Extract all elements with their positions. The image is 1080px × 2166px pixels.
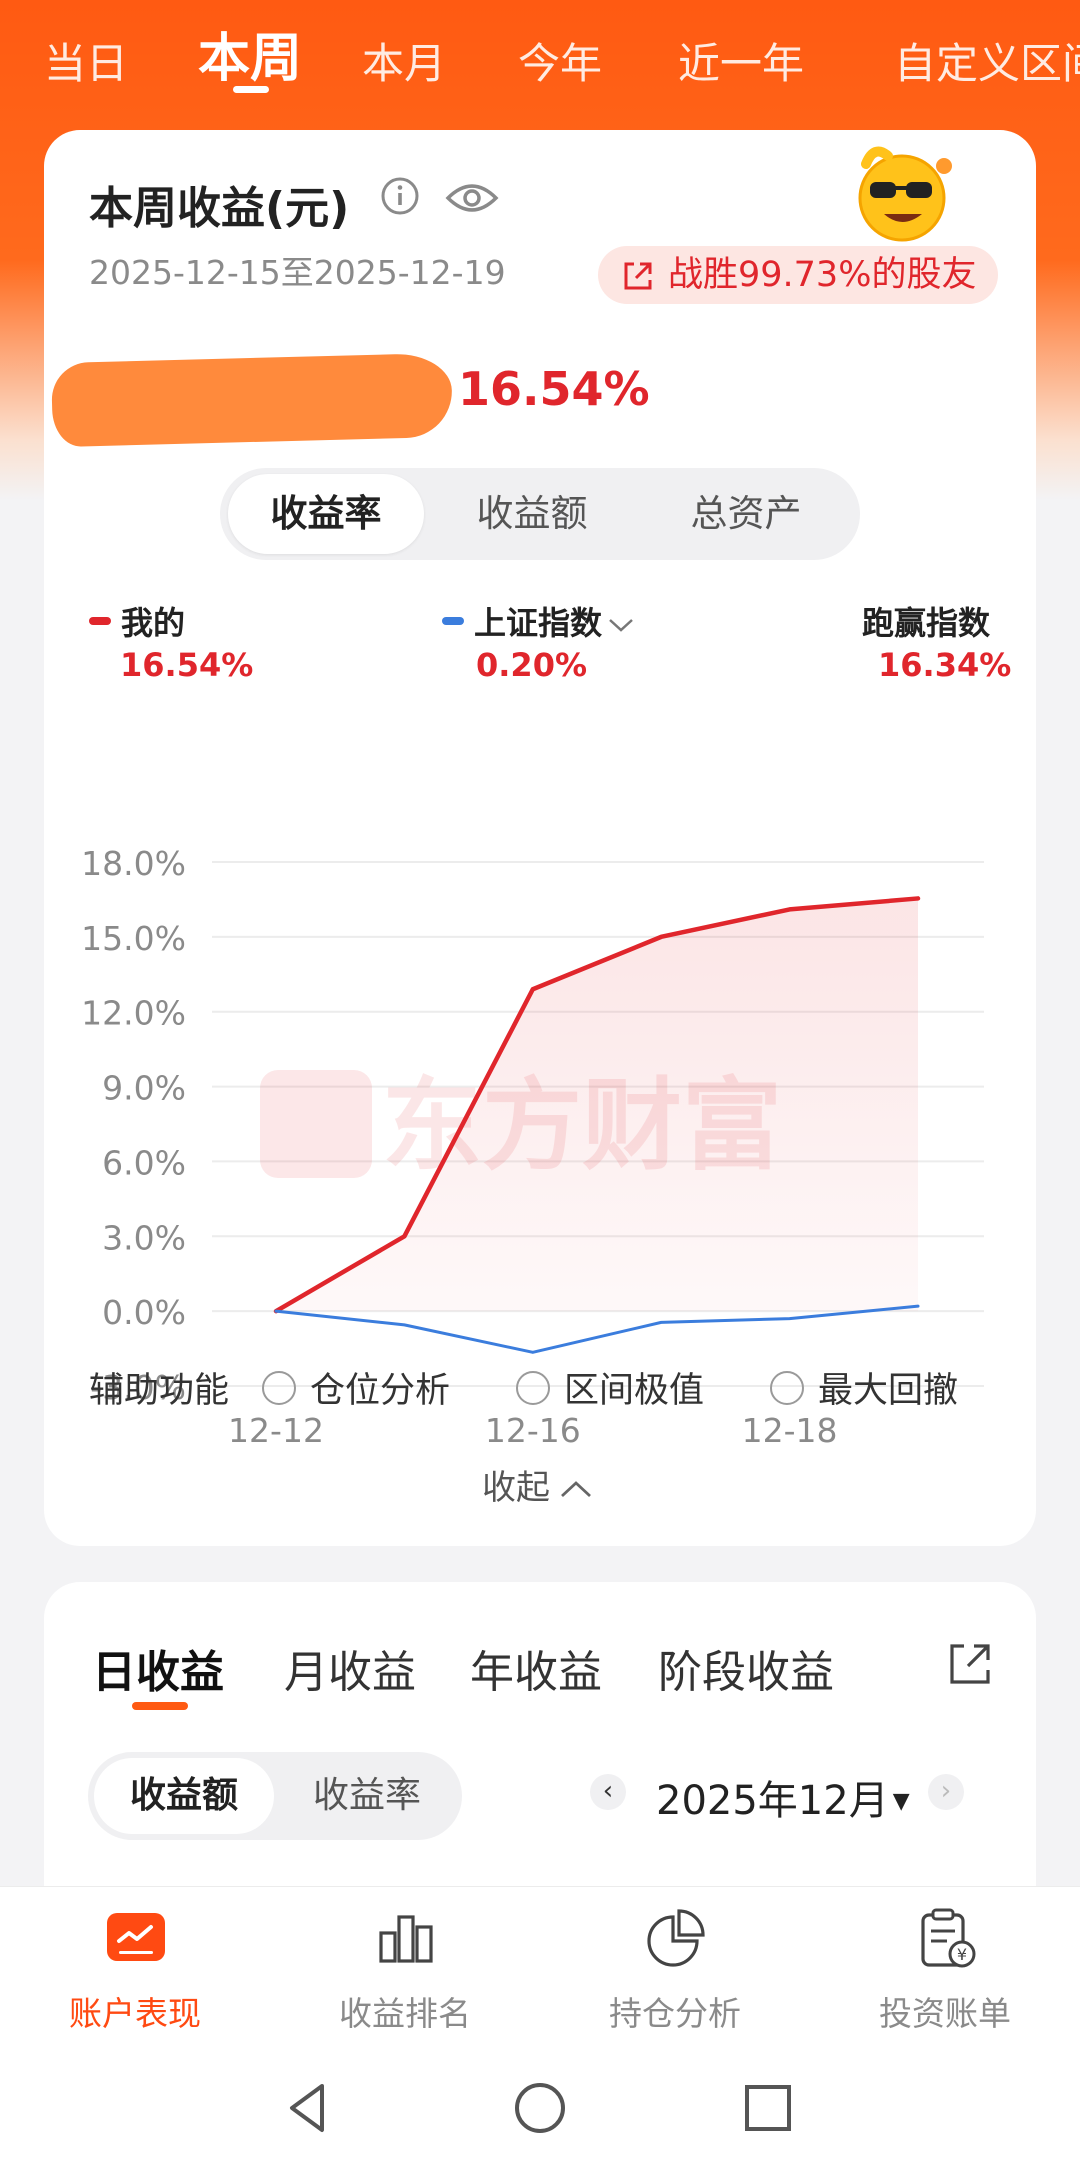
legend-index-selector[interactable]: 上证指数 [442,598,636,644]
return-percentage: 16.54% [458,362,650,416]
y-tick-label: 15.0% [81,919,186,958]
metric-total-assets[interactable]: 总资产 [690,492,802,535]
radio-icon [516,1371,550,1405]
tab-this-week[interactable]: 本周 [198,29,303,89]
tab-period-returns[interactable]: 阶段收益 [658,1647,834,1698]
tab-last-year[interactable]: 近一年 [678,39,805,88]
y-tick-label: 3.0% [102,1218,186,1257]
chart-trend-icon [107,1913,165,1961]
y-tick-label: 12.0% [81,994,186,1033]
period-tabs: 当日 本周 本月 今年 近一年 自定义区间 [0,0,1080,130]
tab-monthly-returns[interactable]: 月收益 [284,1647,416,1698]
nav-investment-bill[interactable]: ¥ 投资账单 [810,1887,1080,2047]
redacted-amount [50,352,454,448]
legend-outperform: 跑赢指数 [862,604,991,642]
home-icon[interactable] [510,2078,570,2138]
legend-mine-value: 16.54% [120,646,254,684]
y-tick-label: 0.0% [102,1293,186,1332]
next-month-button[interactable]: › [928,1774,964,1810]
active-tab-indicator [233,86,269,93]
y-tick-label: 9.0% [102,1069,186,1108]
returns-value-toggle: 收益额 收益率 [88,1752,462,1840]
legend-index-value: 0.20% [476,646,588,684]
mascot-emoji-icon [858,146,952,242]
pie-icon [647,1909,705,1967]
tab-today[interactable]: 当日 [44,39,129,88]
toggle-return-amount[interactable]: 收益额 [94,1758,274,1834]
returns-tab-indicator [132,1702,188,1710]
legend-mine-marker [89,617,111,625]
series-mine-line [273,896,921,1314]
legend-index-marker [442,617,464,625]
beat-percentage-badge[interactable]: 战胜99.73%的股友 [598,246,999,304]
y-tick-label: 6.0% [102,1143,186,1182]
date-range: 2025-12-15至2025-12-19 [89,253,506,292]
chevron-up-icon [561,1480,591,1497]
share-out-icon [624,262,652,290]
aux-option-max-drawdown[interactable]: 最大回撤 [770,1362,958,1413]
tab-daily-returns[interactable]: 日收益 [92,1647,224,1698]
bar-rank-icon [379,1915,433,1963]
metric-return-rate[interactable]: 收益率 [228,474,424,554]
recents-icon[interactable] [738,2078,798,2138]
x-tick-label: 12-16 [485,1411,581,1450]
legend-outperform-value: 16.34% [878,646,1012,684]
tab-custom-range[interactable]: 自定义区间 [894,39,1080,88]
bill-icon: ¥ [921,1908,976,1968]
series-mine-area [276,898,918,1312]
collapse-button[interactable]: 收起 [482,1460,594,1509]
aux-functions-label: 辅助功能 [89,1371,230,1411]
radio-icon [770,1371,804,1405]
tab-yearly-returns[interactable]: 年收益 [470,1647,602,1698]
share-icon[interactable] [944,1638,996,1690]
toggle-return-rate[interactable]: 收益率 [312,1775,421,1816]
metric-return-amount[interactable]: 收益额 [476,492,588,535]
tab-this-month[interactable]: 本月 [362,39,447,88]
x-tick-label: 12-18 [742,1411,838,1450]
chevron-down-icon [609,619,633,632]
watermark-logo-icon [260,1070,372,1178]
metric-toggle: 收益率 收益额 总资产 [220,468,860,560]
aux-option-position-analysis[interactable]: 仓位分析 [262,1362,450,1413]
eye-icon[interactable] [444,178,500,218]
caret-down-icon: ▼ [892,1789,910,1814]
prev-month-button[interactable]: ‹ [590,1774,626,1810]
nav-account-performance[interactable]: 账户表现 [0,1887,270,2047]
series-index-line [274,1304,920,1354]
aux-option-range-extremes[interactable]: 区间极值 [516,1362,704,1413]
back-icon[interactable] [278,2078,338,2138]
legend-mine: 我的 [89,598,185,644]
nav-holdings-analysis[interactable]: 持仓分析 [540,1887,810,2047]
x-tick-label: 12-12 [228,1411,324,1450]
y-tick-label: -3.0% [90,1368,186,1407]
month-selector[interactable]: 2025年12月 ▼ [656,1778,910,1824]
weekly-return-card: 本周收益(元) 2025-12-15至2025-12-19 战胜99.73%的股… [44,130,1036,1546]
beat-text: 战胜99.73%的股友 [668,255,977,295]
return-line-chart: 18.0%15.0%12.0%9.0%6.0%3.0%0.0%-3.0%东方财富… [81,844,984,1450]
bottom-nav: 账户表现 收益排名 持仓分析 ¥ 投资账单 [0,1886,1080,2046]
radio-icon [262,1371,296,1405]
y-tick-label: 18.0% [81,844,186,883]
nav-return-ranking[interactable]: 收益排名 [270,1887,540,2047]
system-nav-bar [0,2046,1080,2166]
info-icon[interactable] [380,176,420,216]
tab-this-year[interactable]: 今年 [518,39,603,88]
card-title: 本周收益(元) [89,183,350,234]
svg-text:¥: ¥ [957,1945,967,1964]
